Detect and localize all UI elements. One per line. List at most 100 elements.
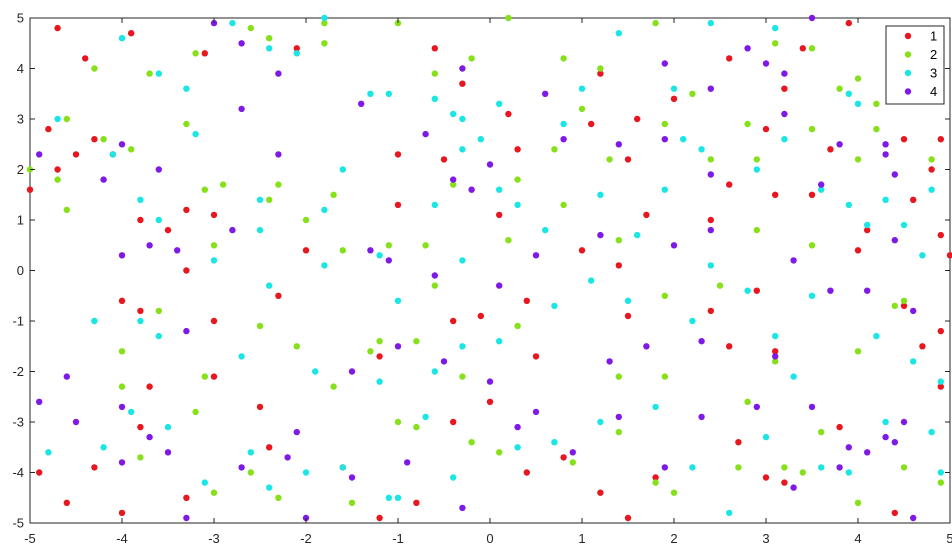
y-tick-label: 3	[17, 112, 24, 127]
data-point	[183, 206, 190, 214]
data-point	[128, 30, 135, 37]
data-point	[661, 186, 668, 193]
data-point	[808, 191, 816, 198]
data-point	[91, 317, 98, 325]
data-point	[532, 252, 540, 259]
data-point	[376, 353, 383, 360]
data-point	[854, 75, 862, 82]
x-tick-label: 5	[946, 531, 952, 546]
data-point	[128, 408, 135, 416]
data-point	[394, 494, 402, 501]
data-point	[551, 146, 558, 153]
data-point	[928, 186, 935, 193]
data-point	[155, 216, 162, 224]
data-point	[505, 237, 512, 244]
data-points	[26, 14, 952, 522]
data-point	[118, 383, 126, 390]
data-point	[652, 403, 659, 411]
data-point	[578, 247, 586, 254]
data-point	[772, 358, 779, 365]
data-point	[72, 151, 80, 158]
data-point	[91, 464, 98, 471]
data-point	[707, 171, 714, 178]
data-point	[431, 45, 438, 52]
data-point	[946, 252, 952, 259]
data-point	[643, 343, 650, 350]
y-tick-label: -1	[12, 314, 24, 329]
data-point	[744, 120, 751, 128]
data-point	[808, 45, 816, 52]
data-point	[854, 100, 862, 108]
data-point	[413, 338, 420, 345]
data-point	[928, 428, 935, 436]
data-point	[661, 373, 668, 380]
data-point	[652, 19, 659, 27]
x-tick-label: -3	[208, 531, 220, 546]
data-point	[155, 307, 162, 315]
data-point	[689, 90, 696, 98]
data-point	[762, 433, 770, 441]
data-point	[891, 302, 898, 310]
data-point	[790, 484, 797, 491]
data-point	[496, 338, 503, 345]
legend: 1 2 3 4	[885, 25, 945, 105]
data-point	[569, 459, 576, 466]
data-point	[385, 90, 392, 98]
data-point	[937, 479, 944, 486]
data-point	[772, 353, 779, 360]
data-point	[891, 439, 898, 446]
data-point	[229, 19, 236, 27]
data-point	[560, 454, 567, 461]
data-point	[302, 469, 310, 476]
data-point	[864, 226, 871, 234]
data-point	[707, 216, 714, 224]
data-point	[183, 267, 190, 274]
data-point	[753, 226, 760, 234]
data-point	[54, 166, 61, 173]
data-point	[45, 449, 52, 456]
y-tick-label: 5	[17, 11, 24, 26]
data-point	[210, 211, 218, 219]
data-point	[661, 292, 668, 299]
data-point	[781, 479, 788, 486]
data-point	[54, 176, 61, 183]
data-point	[523, 469, 530, 476]
data-point	[321, 206, 328, 214]
data-point	[201, 373, 208, 380]
data-point	[459, 504, 466, 512]
data-point	[358, 100, 365, 108]
data-point	[63, 373, 70, 380]
data-point	[707, 85, 714, 92]
data-point	[790, 373, 797, 380]
data-point	[578, 105, 586, 113]
data-point	[496, 186, 503, 193]
data-point	[597, 418, 604, 426]
data-point	[321, 262, 328, 269]
data-point	[827, 287, 834, 294]
data-point	[256, 322, 264, 330]
data-point	[661, 464, 668, 471]
data-point	[818, 186, 825, 193]
y-tick-label: -4	[12, 465, 24, 480]
data-point	[542, 90, 549, 98]
data-point	[937, 383, 944, 390]
y-tick-label: 2	[17, 162, 24, 177]
data-point	[597, 489, 604, 496]
data-point	[772, 191, 779, 198]
data-point	[385, 242, 392, 249]
data-point	[698, 146, 705, 153]
legend-marker	[904, 32, 912, 40]
data-point	[100, 176, 107, 183]
data-point	[845, 90, 852, 98]
data-point	[450, 418, 457, 426]
data-point	[698, 413, 705, 421]
data-point	[164, 226, 172, 234]
data-point	[210, 373, 218, 380]
x-tick-label: -4	[116, 531, 128, 546]
data-point	[376, 252, 383, 259]
plot-area	[29, 17, 951, 524]
data-point	[450, 317, 457, 325]
data-point	[210, 317, 218, 325]
data-point	[394, 201, 402, 209]
data-point	[394, 418, 402, 426]
